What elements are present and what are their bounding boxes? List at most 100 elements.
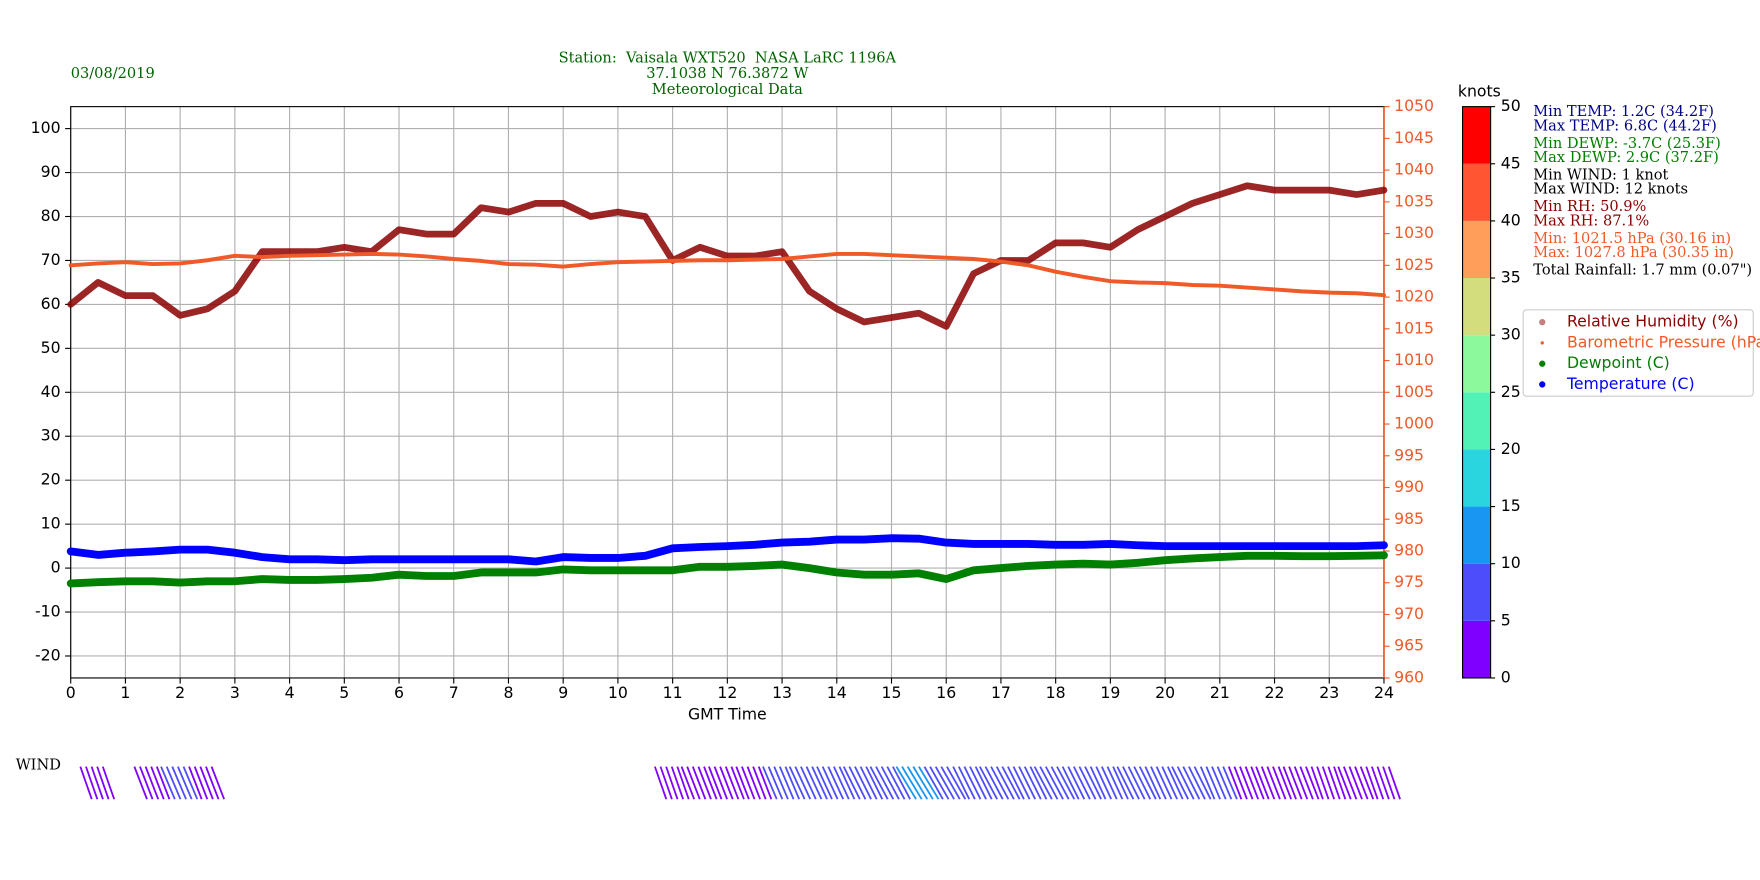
wind-barb (773, 766, 789, 800)
legend-marker (1539, 319, 1546, 326)
y-tick-label: 70 (41, 250, 61, 269)
chart-title: 37.1038 N 76.3872 W (646, 65, 808, 82)
wind-barb (880, 766, 900, 800)
wind-barb (659, 766, 673, 800)
wind-barb (177, 766, 193, 800)
wind-barb (708, 766, 723, 800)
stat-line: Max: 1027.8 hPa (30.35 in) (1533, 244, 1734, 261)
wind-barb (1250, 766, 1265, 800)
colorbar-segment (1462, 106, 1491, 164)
wind-barb (1073, 766, 1091, 800)
wind-barb (854, 766, 872, 800)
wind-barb (150, 766, 165, 800)
wind-barb (1166, 766, 1184, 800)
date: 03/08/2019 (71, 65, 155, 82)
wind-barb (1106, 766, 1124, 800)
wind-barb (691, 766, 707, 800)
wind-barb (1007, 766, 1025, 800)
y-tick-label: -20 (35, 645, 61, 664)
wind-barb (1211, 766, 1227, 800)
wind-barb (1321, 766, 1335, 800)
wind-barb (713, 766, 728, 800)
wind-barb (865, 766, 884, 800)
wind-barb (697, 766, 712, 800)
wind-barb (1061, 766, 1080, 800)
wind-barb (886, 766, 906, 800)
wind-barb (1044, 766, 1064, 800)
wind-barb (1244, 766, 1260, 800)
wind-barb (1050, 766, 1070, 800)
x-tick-label: 1 (120, 683, 130, 702)
wind-barb (969, 766, 987, 800)
wind-barb (1199, 766, 1216, 800)
wind-barb (1222, 766, 1238, 800)
wind-barb (923, 766, 944, 800)
y2-tick-label: 1010 (1394, 350, 1434, 369)
x-tick-label: 15 (882, 683, 902, 702)
legend-marker (1539, 360, 1546, 367)
stat-line: Min TEMP: 1.2C (34.2F) (1533, 103, 1714, 120)
wind-barb (838, 766, 856, 800)
wind-barb (1182, 766, 1201, 800)
wind-barb (730, 766, 745, 800)
wind-barb (848, 766, 867, 800)
colorbar-tick-label: 40 (1501, 210, 1521, 229)
wind-barb (995, 766, 1015, 800)
wind-barb (1039, 766, 1059, 800)
wind-barb (210, 766, 225, 800)
wind-barb (1205, 766, 1221, 800)
x-tick-label: 22 (1265, 683, 1285, 702)
y2-tick-label: 1025 (1394, 255, 1434, 274)
wind-barb (901, 766, 923, 800)
x-tick-label: 9 (558, 683, 568, 702)
wind-barb (144, 766, 160, 800)
wind-barb (811, 766, 828, 800)
wind-barb (160, 766, 176, 800)
wind-barb (1348, 766, 1363, 800)
wind-barb (182, 766, 199, 800)
x-tick-label: 24 (1374, 683, 1394, 702)
wind-barb (1122, 766, 1140, 800)
x-tick-label: 17 (991, 683, 1011, 702)
wind-barb (984, 766, 1004, 800)
x-tick-label: 16 (936, 683, 956, 702)
wind-barb (1138, 766, 1157, 800)
colorbar-tick-label: 50 (1501, 96, 1521, 115)
x-tick-label: 7 (449, 683, 459, 702)
x-tick-label: 23 (1319, 683, 1339, 702)
colorbar-tick-label: 5 (1501, 610, 1511, 629)
y2-tick-label: 1045 (1394, 128, 1434, 147)
wind-barb (1033, 766, 1053, 800)
wind-barb (929, 766, 950, 800)
stat-line: Min WIND: 1 knot (1533, 167, 1668, 184)
wind-barb (1293, 766, 1309, 800)
legend-label: Barometric Pressure (hPa) (1567, 332, 1760, 351)
wind-barb (79, 766, 93, 800)
wind-barb (1239, 766, 1254, 800)
wind-barb (1299, 766, 1314, 800)
wind-barb (205, 766, 220, 800)
wind-barb (1376, 766, 1390, 800)
legend-label: Temperature (C) (1566, 374, 1695, 393)
wind-barb (1018, 766, 1037, 800)
y2-tick-label: 1005 (1394, 382, 1434, 401)
y2-tick-label: 960 (1394, 667, 1424, 686)
colorbar-tick-label: 35 (1501, 268, 1521, 287)
wind-barb (784, 766, 801, 800)
wind-barb (101, 766, 116, 800)
y2-tick-label: 1000 (1394, 414, 1434, 433)
stat-line: Min RH: 50.9% (1533, 198, 1646, 215)
wind-barb (778, 766, 795, 800)
legend-label: Relative Humidity (%) (1567, 312, 1739, 331)
wind-barb (1316, 766, 1330, 800)
wind-barb (1255, 766, 1270, 800)
wind-barb (1227, 766, 1243, 800)
colorbar-tick-label: 15 (1501, 496, 1521, 515)
wind-barb (816, 766, 833, 800)
x-tick-label: 12 (717, 683, 737, 702)
wind-barb (1095, 766, 1112, 800)
wind-barb (665, 766, 679, 800)
stat-line: Min: 1021.5 hPa (30.16 in) (1533, 230, 1731, 247)
